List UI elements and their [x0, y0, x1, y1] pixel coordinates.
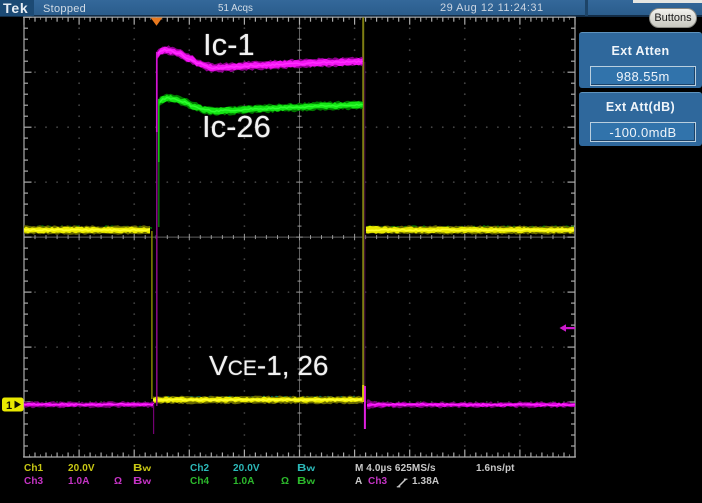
svg-text:1: 1 [6, 400, 12, 412]
